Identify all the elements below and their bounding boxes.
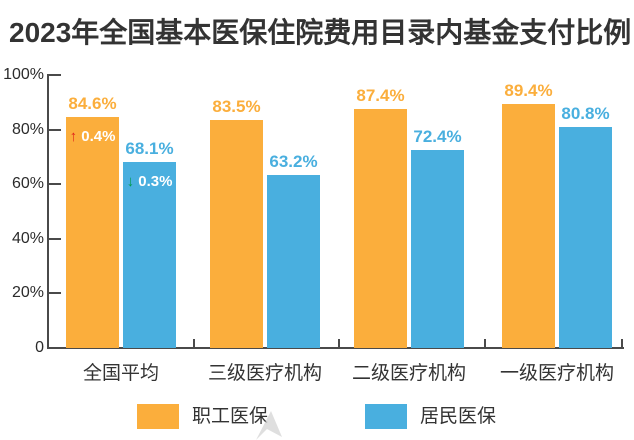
- bar-value-label: 63.2%: [269, 152, 318, 172]
- watermark-shape: [256, 411, 282, 440]
- bar-value-label: 89.4%: [504, 80, 553, 100]
- y-axis-tick-mark: [48, 237, 61, 240]
- up-arrow-icon: ↑: [69, 128, 78, 146]
- x-axis-line: [47, 347, 624, 349]
- y-axis-tick-label: 0: [35, 339, 44, 356]
- bar-value-label: 87.4%: [356, 86, 405, 106]
- legend-label-resident: 居民医保: [420, 406, 497, 427]
- y-axis-tick-mark: [48, 183, 61, 186]
- x-axis-separator-tick: [193, 339, 195, 347]
- bar-value-label: 80.8%: [561, 104, 610, 124]
- down-arrow-icon: ↓: [126, 173, 135, 191]
- chart-title: 2023年全国基本医保住院费用目录内基金支付比例: [9, 17, 632, 48]
- bar-change-annotation: ↑ 0.4%: [70, 128, 116, 145]
- legend-item-resident: 居民医保: [365, 404, 496, 429]
- bar-resident-insurance: [559, 127, 612, 348]
- x-axis-separator-tick: [484, 339, 486, 347]
- x-axis-category-label: 全国平均: [82, 363, 160, 384]
- y-axis-tick-label: 20%: [11, 284, 44, 302]
- bar-employee-insurance: [354, 109, 407, 348]
- bar-employee-insurance: [66, 117, 119, 348]
- bar-employee-insurance: [502, 103, 555, 348]
- legend-swatch-employee: [137, 404, 179, 429]
- x-axis-separator-tick: [621, 339, 623, 347]
- bar-resident-insurance: [411, 150, 464, 348]
- legend-item-employee: 职工医保: [137, 404, 268, 429]
- annotation-text: 0.3%: [134, 173, 173, 191]
- y-axis-tick-label: 60%: [11, 175, 44, 193]
- bar-value-label: 68.1%: [125, 139, 174, 159]
- legend-label-employee: 职工医保: [192, 406, 269, 427]
- chart-legend: 职工医保 居民医保: [0, 404, 634, 434]
- legend-swatch-resident: [365, 404, 407, 429]
- bar-resident-insurance: [267, 175, 320, 348]
- bar-employee-insurance: [210, 120, 263, 348]
- y-axis-tick-label: 40%: [11, 229, 44, 247]
- y-axis-tick-label: 80%: [11, 120, 44, 138]
- y-axis-tick-label: 100%: [3, 66, 44, 83]
- x-axis-category-label: 一级医疗机构: [499, 363, 615, 384]
- annotation-text: 0.4%: [77, 128, 116, 146]
- x-axis-category-label: 二级医疗机构: [351, 363, 467, 384]
- bar-value-label: 83.5%: [212, 97, 261, 117]
- y-axis-tick-mark: [48, 74, 61, 76]
- x-axis-category-label: 三级医疗机构: [207, 363, 323, 384]
- bar-change-annotation: ↓ 0.3%: [127, 173, 173, 190]
- y-axis-line: [47, 74, 49, 349]
- bar-value-label: 84.6%: [68, 94, 117, 114]
- x-axis-separator-tick: [338, 339, 340, 347]
- bar-resident-insurance: [123, 162, 176, 348]
- y-axis-tick-mark: [48, 292, 61, 295]
- bar-value-label: 72.4%: [413, 127, 462, 147]
- y-axis-tick-mark: [48, 128, 61, 131]
